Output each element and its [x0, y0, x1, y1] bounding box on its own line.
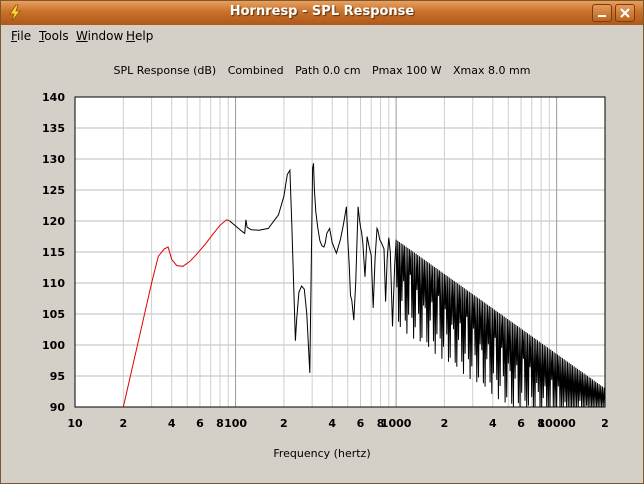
minimize-button[interactable]: [592, 4, 612, 22]
menu-help[interactable]: Help: [126, 29, 153, 43]
menu-tools-label: Tools: [39, 29, 69, 43]
y-tick-label: 140: [42, 91, 65, 104]
y-tick-label: 115: [42, 246, 65, 259]
x-tick-label: 8: [537, 417, 545, 430]
chart-header: SPL Response (dB) Combined Path 0.0 cm P…: [1, 64, 643, 77]
y-tick-label: 135: [42, 122, 65, 135]
x-tick-label: 6: [357, 417, 365, 430]
lightning-icon: [9, 4, 21, 22]
header-xmax: Xmax 8.0 mm: [453, 64, 531, 77]
x-tick-label: 4: [168, 417, 176, 430]
header-path: Path 0.0 cm: [295, 64, 361, 77]
x-tick-label: 1000: [381, 417, 412, 430]
series-line-tail: [395, 239, 605, 407]
menu-tools[interactable]: Tools: [39, 29, 69, 43]
menu-help-label: Help: [126, 29, 154, 43]
close-icon: [620, 8, 630, 18]
y-tick-label: 100: [42, 339, 65, 352]
menu-file-label: File: [11, 29, 32, 43]
menu-bar: File Tools Window Help: [1, 25, 643, 47]
menu-file[interactable]: File: [11, 29, 31, 43]
x-tick-label: 6: [196, 417, 204, 430]
x-tick-label: 10000: [538, 417, 577, 430]
window-title: Hornresp - SPL Response: [229, 4, 415, 19]
series-line-0: [122, 219, 230, 407]
header-pmax: Pmax 100 W: [372, 64, 442, 77]
y-tick-label: 90: [50, 401, 66, 414]
series-line-1: [229, 163, 397, 373]
x-tick-label: 4: [489, 417, 497, 430]
y-tick-label: 120: [42, 215, 65, 228]
title-bar[interactable]: Hornresp - SPL Response: [1, 1, 643, 25]
x-axis-label: Frequency (hertz): [273, 447, 371, 460]
x-tick-label: 2: [280, 417, 288, 430]
y-tick-label: 125: [42, 184, 65, 197]
x-tick-label: 4: [328, 417, 336, 430]
x-tick-label: 2: [120, 417, 128, 430]
y-tick-label: 110: [42, 277, 65, 290]
x-tick-label: 2: [601, 417, 609, 430]
close-button[interactable]: [615, 4, 635, 22]
y-tick-label: 130: [42, 153, 65, 166]
header-mode: Combined: [227, 64, 284, 77]
x-tick-label: 100: [224, 417, 247, 430]
menu-window[interactable]: Window: [76, 29, 123, 43]
x-tick-label: 8: [216, 417, 224, 430]
plot-frame: [74, 96, 606, 408]
x-tick-label: 10: [67, 417, 83, 430]
x-tick-label: 8: [377, 417, 385, 430]
minimize-icon: [598, 15, 606, 17]
y-tick-label: 105: [42, 308, 65, 321]
x-tick-label: 6: [517, 417, 525, 430]
header-metric: SPL Response (dB): [113, 64, 217, 77]
menu-window-label: Window: [76, 29, 124, 43]
x-tick-label: 2: [441, 417, 449, 430]
y-tick-label: 95: [50, 370, 65, 383]
